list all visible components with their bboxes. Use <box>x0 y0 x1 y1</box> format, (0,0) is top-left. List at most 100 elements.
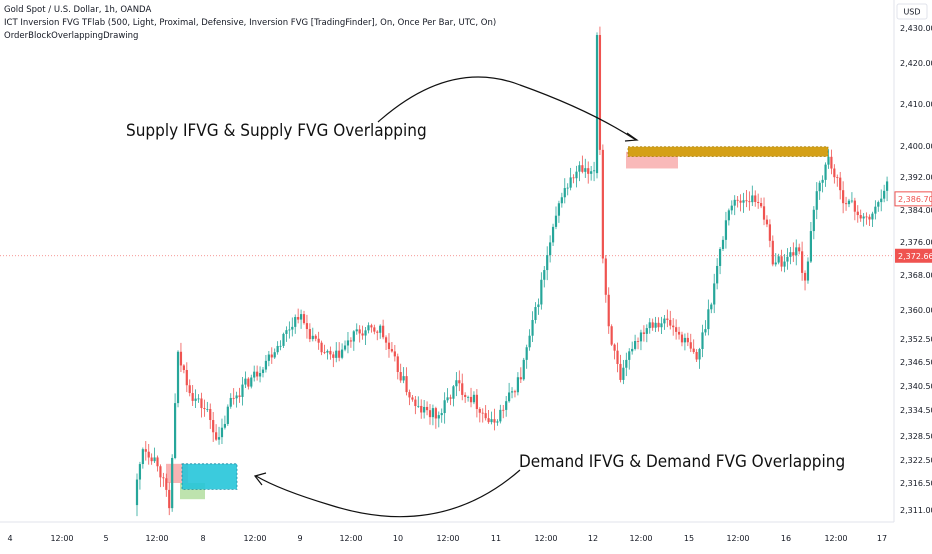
candle-body <box>616 350 619 364</box>
candle <box>716 258 719 290</box>
candle-body <box>839 177 842 191</box>
candle <box>496 419 499 426</box>
candle-body <box>590 171 593 174</box>
candle-body <box>818 182 821 192</box>
candle-body <box>244 378 247 385</box>
candle-body <box>631 348 634 352</box>
candle <box>595 32 599 179</box>
candle <box>757 193 760 209</box>
candle-body <box>464 394 467 397</box>
candle-body <box>452 386 455 399</box>
candle <box>475 389 478 418</box>
currency-badge[interactable]: USD <box>896 3 928 20</box>
candle <box>801 241 804 281</box>
candle <box>232 388 235 405</box>
candle-body <box>560 197 563 204</box>
candle-body <box>466 396 470 398</box>
candle-body <box>387 342 391 350</box>
candle <box>546 246 549 281</box>
candle <box>200 392 203 418</box>
candle-body <box>276 345 279 353</box>
candle-body <box>496 421 499 423</box>
time-tick-label: 5 <box>103 534 108 543</box>
candle-body <box>689 342 692 349</box>
candle <box>774 253 777 267</box>
candle-body <box>279 345 282 347</box>
candle-body <box>402 376 405 381</box>
time-tick-label: 11 <box>491 534 501 543</box>
candle <box>689 333 692 353</box>
candle <box>651 318 654 331</box>
annotation-demand: Demand IFVG & Demand FVG Overlapping <box>519 452 845 472</box>
candle-body <box>209 409 212 421</box>
candle-body <box>261 369 265 374</box>
candle-body <box>253 371 256 378</box>
candle <box>505 396 508 417</box>
candle-body <box>859 215 862 219</box>
candle-body <box>581 165 584 172</box>
time-tick-label: 12 <box>588 534 598 543</box>
candle-body <box>490 419 493 423</box>
candle-body <box>302 314 306 324</box>
candle <box>513 389 517 398</box>
candle-body <box>695 351 698 360</box>
candle-body <box>830 156 833 169</box>
candle-body <box>692 348 695 352</box>
candle-body <box>206 409 209 410</box>
candle-body <box>774 262 777 265</box>
candle <box>364 327 367 345</box>
candle-body <box>833 168 836 178</box>
candle <box>569 167 572 191</box>
price-tick-label: 2,400.000 <box>900 142 932 151</box>
candle <box>405 367 408 396</box>
candle <box>443 392 446 424</box>
time-tick-label: 17 <box>877 534 887 543</box>
candle-body <box>508 392 511 402</box>
candle <box>267 350 270 367</box>
candle <box>481 408 484 423</box>
candle-body <box>173 403 177 458</box>
candle <box>551 223 555 247</box>
candle-body <box>165 478 168 490</box>
candle <box>212 412 215 442</box>
price-tick-label: 2,376.000 <box>900 238 932 247</box>
candle-body <box>267 354 270 361</box>
candle-body <box>159 466 162 478</box>
candle <box>739 194 742 212</box>
candle <box>487 410 490 424</box>
candle-body <box>880 198 883 203</box>
candle-body <box>733 199 736 206</box>
candle <box>402 367 405 384</box>
candle-body <box>226 406 229 424</box>
candle-body <box>716 265 719 284</box>
candle-body <box>288 329 291 331</box>
candle-body <box>619 363 622 380</box>
candle-body <box>223 423 226 428</box>
candle <box>587 161 590 184</box>
candle <box>411 395 414 402</box>
candle <box>563 178 566 204</box>
candle-body <box>701 332 704 350</box>
candle-body <box>543 270 546 280</box>
candle <box>244 371 247 388</box>
candle-body <box>847 200 851 205</box>
candle <box>777 253 780 265</box>
candle <box>833 164 836 184</box>
price-axis[interactable]: 2,311.000 2,316.500 2,322.500 2,328.500 2,33… <box>900 24 932 515</box>
candle-body <box>434 408 437 419</box>
candle-body <box>264 360 268 370</box>
current-price-text: 2,386.700 <box>898 195 932 204</box>
candle <box>273 348 276 359</box>
candle-body <box>220 427 224 438</box>
candle <box>150 453 153 465</box>
candle-body <box>677 331 681 335</box>
candle-body <box>660 323 663 328</box>
candle-body <box>297 317 300 320</box>
price-tick-label: 2,328.500 <box>900 432 932 441</box>
candle <box>323 344 326 355</box>
candle <box>724 211 728 249</box>
candle-body <box>587 168 590 174</box>
time-axis[interactable]: 4 12:00 5 12:00 8 12:00 9 12:00 10 12:00 11 12:00 12… <box>7 534 887 543</box>
